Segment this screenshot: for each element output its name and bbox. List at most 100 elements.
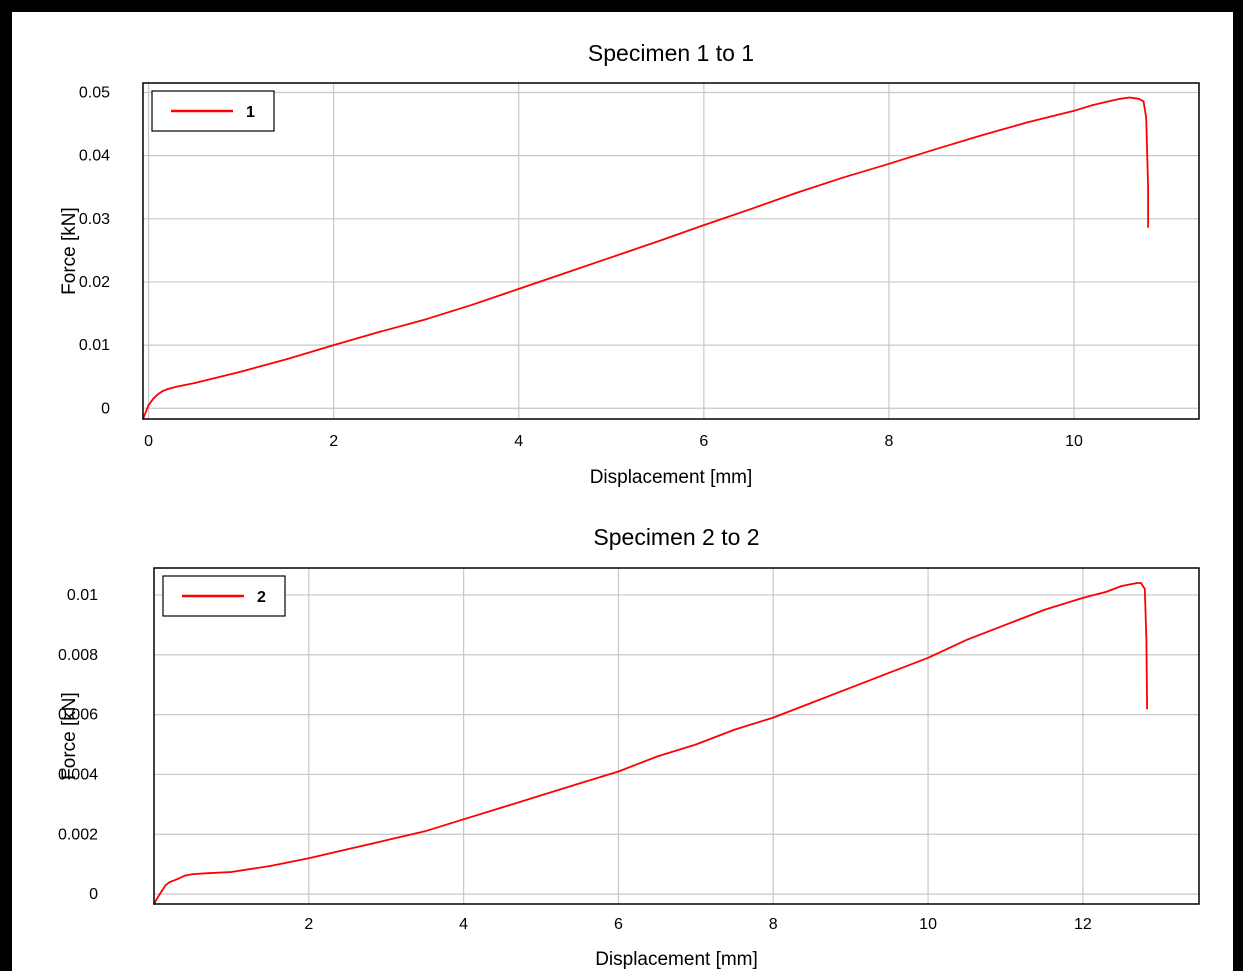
data-point bbox=[1073, 109, 1075, 112]
x-tick-label: 4 bbox=[514, 433, 523, 450]
y-tick-label: 0.04 bbox=[79, 148, 110, 165]
y-tick-label: 0.01 bbox=[67, 587, 98, 604]
x-tick-label: 6 bbox=[614, 916, 623, 933]
data-point bbox=[733, 728, 736, 731]
figure: 0 2 4 6 8 10 0 0.01 0.02 0.03 0.04 0.05 1 Specimen 1 … bbox=[58, 40, 1200, 970]
data-point bbox=[346, 848, 349, 851]
data-point bbox=[160, 890, 163, 892]
data-point bbox=[332, 344, 335, 346]
x-tick-label: 2 bbox=[304, 916, 313, 933]
y-tick-label: 0.004 bbox=[58, 766, 98, 783]
data-point bbox=[927, 656, 929, 659]
data-point bbox=[841, 176, 844, 179]
x-tick-label: 0 bbox=[144, 433, 153, 450]
data-point bbox=[1004, 623, 1007, 626]
data-point bbox=[795, 192, 798, 194]
legend-label: 2 bbox=[257, 589, 266, 606]
plot-border bbox=[142, 82, 1200, 420]
chart-title: Specimen 2 to 2 bbox=[593, 524, 759, 550]
y-tick-label: 0.02 bbox=[79, 274, 110, 291]
y-axis-label: Force [kN] bbox=[59, 692, 80, 780]
data-point bbox=[286, 358, 289, 360]
data-point bbox=[471, 303, 474, 306]
data-point bbox=[176, 878, 179, 881]
data-point bbox=[695, 743, 697, 746]
data-point bbox=[156, 393, 159, 396]
y-tick-label: 0 bbox=[101, 400, 110, 417]
y-tick-label: 0 bbox=[89, 886, 98, 903]
x-tick-label: 4 bbox=[459, 916, 468, 933]
data-point bbox=[1128, 96, 1131, 99]
chart-2: 2 4 6 8 10 12 0 0.002 0.004 0.006 0.008 0.01 2 Specim… bbox=[58, 524, 1200, 970]
y-tick-label: 0.01 bbox=[79, 337, 110, 354]
legend-label: 1 bbox=[246, 104, 255, 121]
data-point bbox=[610, 256, 613, 259]
x-tick-label: 10 bbox=[919, 916, 937, 933]
data-point bbox=[703, 224, 705, 227]
x-tick-label: 6 bbox=[699, 433, 708, 450]
plot-area bbox=[154, 568, 1199, 904]
data-point bbox=[152, 397, 155, 400]
data-point bbox=[1082, 597, 1084, 599]
data-point bbox=[888, 671, 891, 674]
data-point bbox=[1145, 116, 1148, 119]
data-point bbox=[379, 330, 381, 333]
data-point bbox=[161, 390, 164, 393]
figure-frame: 0 2 4 6 8 10 0 0.01 0.02 0.03 0.04 0.05 1 Specimen 1 … bbox=[12, 12, 1233, 971]
data-point bbox=[168, 881, 171, 884]
y-tick-label: 0.006 bbox=[58, 707, 98, 724]
legend: 2 bbox=[162, 575, 286, 617]
chart-1: 0 2 4 6 8 10 0 0.01 0.02 0.03 0.04 0.05 1 Specimen 1 … bbox=[59, 40, 1200, 488]
data-point bbox=[1145, 638, 1148, 641]
data-point bbox=[540, 794, 542, 797]
data-point bbox=[230, 871, 233, 873]
data-point bbox=[175, 385, 178, 388]
data-point bbox=[425, 318, 428, 321]
data-point bbox=[1147, 186, 1149, 189]
x-tick-label: 8 bbox=[769, 916, 778, 933]
data-point bbox=[307, 857, 310, 860]
data-point bbox=[147, 404, 150, 406]
data-point bbox=[1120, 585, 1123, 587]
data-point bbox=[517, 288, 520, 290]
data-point bbox=[1146, 707, 1148, 710]
data-point bbox=[656, 240, 659, 243]
x-tick-label: 2 bbox=[329, 433, 338, 450]
data-point bbox=[564, 272, 566, 274]
data-point bbox=[184, 874, 186, 877]
x-axis-label: Displacement [mm] bbox=[595, 949, 758, 970]
data-point bbox=[240, 370, 243, 373]
y-tick-label: 0.008 bbox=[58, 647, 98, 664]
data-point bbox=[1136, 582, 1138, 584]
data-point bbox=[980, 134, 983, 137]
y-axis-label: Force [kN] bbox=[59, 207, 80, 295]
data-point bbox=[191, 873, 194, 875]
legend: 1 bbox=[151, 90, 275, 132]
data-point bbox=[193, 382, 196, 384]
data-point bbox=[1140, 582, 1142, 584]
y-tick-label: 0.002 bbox=[58, 826, 98, 843]
data-point bbox=[166, 388, 169, 391]
x-tick-label: 8 bbox=[885, 433, 894, 450]
data-point bbox=[934, 148, 937, 151]
data-point bbox=[1105, 591, 1107, 593]
data-point bbox=[1110, 99, 1112, 102]
data-point bbox=[772, 716, 775, 719]
data-point bbox=[749, 208, 751, 211]
x-tick-label: 10 bbox=[1065, 433, 1083, 450]
data-point bbox=[849, 686, 852, 689]
data-point bbox=[1091, 104, 1094, 106]
data-point bbox=[1137, 97, 1140, 100]
data-point bbox=[1119, 97, 1122, 100]
data-point bbox=[617, 770, 620, 773]
data-point bbox=[385, 839, 388, 842]
chart-title: Specimen 1 to 1 bbox=[588, 40, 754, 66]
data-point bbox=[1147, 226, 1149, 228]
data-point bbox=[462, 818, 465, 821]
data-point bbox=[656, 755, 658, 758]
x-axis-label: Displacement [mm] bbox=[590, 467, 753, 488]
y-tick-label: 0.05 bbox=[79, 84, 110, 101]
data-point bbox=[888, 162, 890, 165]
data-point bbox=[157, 896, 159, 898]
data-point bbox=[1143, 588, 1146, 590]
